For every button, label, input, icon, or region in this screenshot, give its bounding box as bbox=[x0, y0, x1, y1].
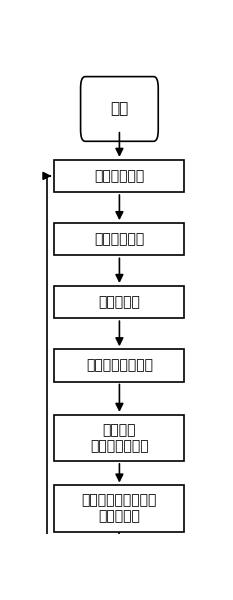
Text: 计算输入电压频率: 计算输入电压频率 bbox=[86, 358, 153, 373]
FancyBboxPatch shape bbox=[55, 415, 185, 461]
Text: 消除共模误差: 消除共模误差 bbox=[94, 232, 144, 246]
FancyBboxPatch shape bbox=[81, 77, 158, 141]
Text: 开始: 开始 bbox=[110, 101, 129, 116]
FancyBboxPatch shape bbox=[55, 286, 185, 318]
Text: 计算整流级、逆变级
开关占空比: 计算整流级、逆变级 开关占空比 bbox=[82, 493, 157, 524]
FancyBboxPatch shape bbox=[55, 485, 185, 532]
FancyBboxPatch shape bbox=[55, 223, 185, 256]
FancyBboxPatch shape bbox=[55, 349, 185, 382]
FancyBboxPatch shape bbox=[55, 160, 185, 192]
Text: 三相电压采样: 三相电压采样 bbox=[94, 169, 144, 183]
Text: 前馈校正
（基于查表法）: 前馈校正 （基于查表法） bbox=[90, 423, 149, 453]
Text: 过零点检测: 过零点检测 bbox=[99, 295, 140, 309]
